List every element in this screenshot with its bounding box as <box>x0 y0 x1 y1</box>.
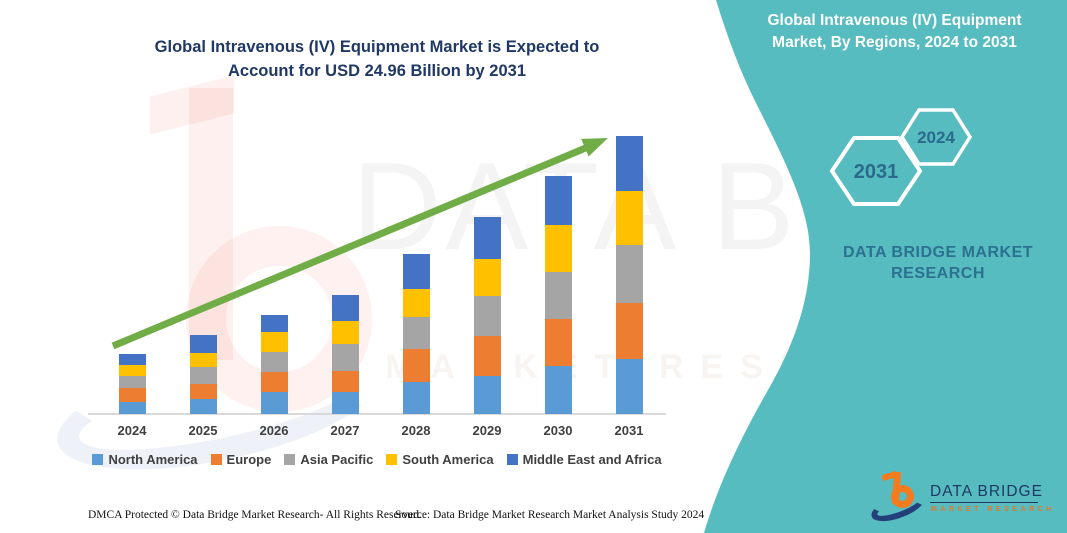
legend-item-middle-east-and-africa: Middle East and Africa <box>506 452 662 467</box>
sidebar-title: Global Intravenous (IV) Equipment Market… <box>767 12 1022 51</box>
hexagon-2024-label: 2024 <box>917 128 955 147</box>
bar-segment-middle-east-and-africa-2030 <box>544 176 572 225</box>
sidebar-brand-text: DATA BRIDGE MARKET RESEARCH <box>842 244 1034 282</box>
legend-item-asia-pacific: Asia Pacific <box>284 452 373 467</box>
legend-item-europe: Europe <box>210 452 272 467</box>
legend-swatch-south-america <box>386 454 398 465</box>
bar-segment-europe-2031 <box>615 303 643 359</box>
bar-segment-asia-pacific-2025 <box>189 367 217 384</box>
hexagon-2031-outline <box>829 136 923 206</box>
bar-segment-middle-east-and-africa-2025 <box>189 335 217 354</box>
bar-segment-middle-east-and-africa-2024 <box>118 353 146 365</box>
footer-source-text: Source: Data Bridge Market Research Mark… <box>395 509 705 521</box>
bar-segment-asia-pacific-2024 <box>118 376 146 389</box>
bar-segment-middle-east-and-africa-2031 <box>615 136 643 192</box>
bar-segment-europe-2024 <box>118 388 146 402</box>
trend-arrow-line <box>111 143 590 350</box>
x-axis-label-2026: 2026 <box>259 423 289 438</box>
legend-swatch-north-america <box>92 454 104 465</box>
legend-label-middle-east-and-africa: Middle East and Africa <box>522 452 662 467</box>
x-axis-label-2029: 2029 <box>472 423 502 438</box>
logo-name-text: DATA BRIDGE <box>930 483 1043 500</box>
bar-segment-north-america-2028 <box>402 382 430 414</box>
bar-segment-middle-east-and-africa-2027 <box>331 294 359 321</box>
legend-swatch-middle-east-and-africa <box>506 454 518 465</box>
bar-segment-middle-east-and-africa-2026 <box>260 315 288 333</box>
bar-segment-asia-pacific-2028 <box>402 317 430 349</box>
x-axis-label-2025: 2025 <box>188 423 218 438</box>
bar-segment-south-america-2031 <box>615 191 643 245</box>
bar-segment-europe-2028 <box>402 348 430 383</box>
year-hexagons: 2031 2024 <box>829 108 973 206</box>
bar-segment-south-america-2025 <box>189 353 217 368</box>
bar-segment-north-america-2030 <box>544 365 572 414</box>
bar-segment-europe-2030 <box>544 318 572 366</box>
logo-subtitle-text: MARKET RESEARCH <box>931 506 1055 513</box>
chart-legend: North America Europe Asia Pacific South Ame… <box>88 452 666 467</box>
bar-segment-europe-2026 <box>260 372 288 393</box>
x-axis-line <box>88 413 666 415</box>
bar-segment-south-america-2026 <box>260 332 288 353</box>
bar-segment-middle-east-and-africa-2028 <box>402 253 430 289</box>
bar-segment-north-america-2029 <box>473 375 501 414</box>
bar-segment-asia-pacific-2029 <box>473 295 501 336</box>
hexagon-2031-label: 2031 <box>854 161 899 183</box>
chart-title: Global Intravenous (IV) Equipment Market… <box>154 38 600 80</box>
legend-label-asia-pacific: Asia Pacific <box>300 452 374 467</box>
bar-segment-asia-pacific-2027 <box>331 343 359 371</box>
bar-segment-north-america-2027 <box>331 391 359 414</box>
legend-item-north-america: North America <box>92 452 198 467</box>
hexagon-2024-outline <box>899 108 973 166</box>
bar-segment-europe-2025 <box>189 383 217 399</box>
bar-segment-europe-2029 <box>473 335 501 376</box>
bar-segment-north-america-2031 <box>615 358 643 414</box>
x-axis-label-2030: 2030 <box>543 423 573 438</box>
bar-segment-asia-pacific-2026 <box>260 352 288 373</box>
bar-segment-south-america-2029 <box>473 258 501 296</box>
x-axis-label-2024: 2024 <box>117 423 147 438</box>
x-axis-label-2027: 2027 <box>330 423 360 438</box>
legend-item-south-america: South America <box>386 452 494 467</box>
legend-swatch-europe <box>210 454 222 465</box>
bar-segment-europe-2027 <box>331 370 359 392</box>
bar-segment-south-america-2027 <box>331 320 359 344</box>
bar-segment-asia-pacific-2030 <box>544 271 572 319</box>
bar-segment-south-america-2024 <box>118 364 146 377</box>
bar-segment-north-america-2024 <box>118 401 146 414</box>
logo-divider-line <box>930 502 1038 503</box>
legend-label-europe: Europe <box>226 452 272 467</box>
bar-segment-south-america-2028 <box>402 288 430 318</box>
footer-dmca-text: DMCA Protected © Data Bridge Market Rese… <box>88 509 422 521</box>
bar-segment-south-america-2030 <box>544 224 572 272</box>
x-axis-label-2031: 2031 <box>614 423 644 438</box>
bar-segment-middle-east-and-africa-2029 <box>473 216 501 259</box>
legend-label-north-america: North America <box>108 452 198 467</box>
logo-b-bowl <box>891 485 914 508</box>
bar-segment-north-america-2025 <box>189 398 217 414</box>
x-axis-label-2028: 2028 <box>401 423 431 438</box>
databridge-logo: DATA BRIDGE MARKET RESEARCH <box>867 470 1055 530</box>
legend-label-south-america: South America <box>402 452 494 467</box>
bar-segment-asia-pacific-2031 <box>615 244 643 304</box>
trend-arrow-head <box>581 138 608 157</box>
legend-swatch-asia-pacific <box>284 454 296 465</box>
bar-segment-north-america-2026 <box>260 392 288 414</box>
sidebar-teal-path <box>704 0 1067 533</box>
